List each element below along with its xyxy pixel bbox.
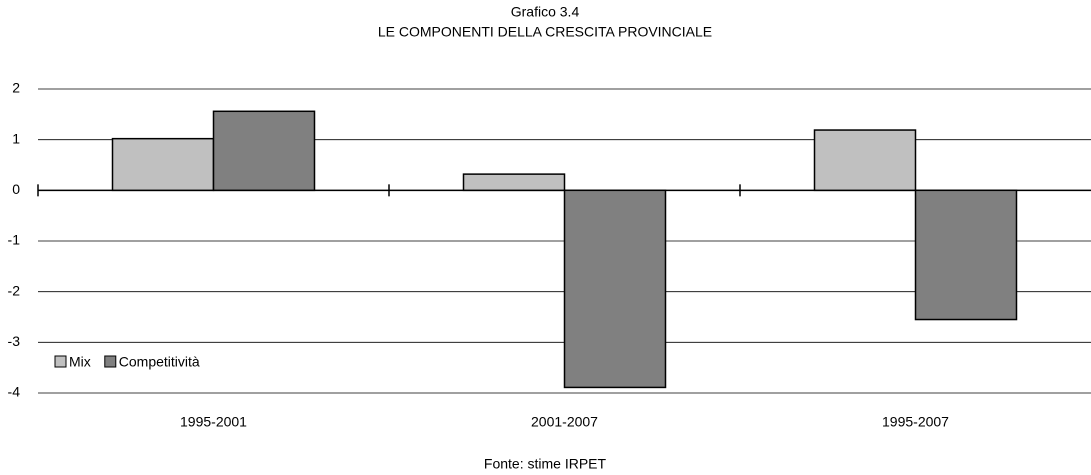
legend-label: Mix [69,354,91,370]
bar [563,189,667,389]
bar [813,129,917,192]
x-tick-label: 1995-2001 [180,414,247,430]
y-tick-label: 1 [12,130,20,146]
y-tick-label: 2 [12,80,20,96]
source-note: Fonte: stime IRPET [484,456,607,472]
chart-subtitle: LE COMPONENTI DELLA CRESCITA PROVINCIALE [378,24,712,40]
bar [111,137,215,192]
y-tick-label: -3 [8,333,21,349]
legend-swatch [104,355,117,368]
x-tick-label: 1995-2007 [882,414,949,430]
y-tick-label: 0 [12,181,20,197]
x-tick-label: 2001-2007 [531,414,598,430]
bar [212,110,316,192]
legend-swatch [54,355,67,368]
y-tick-label: -2 [8,282,21,298]
bar [914,189,1018,321]
y-tick-label: -4 [8,384,21,400]
chart-title: Grafico 3.4 [511,4,580,20]
bar [462,173,566,192]
y-tick-label: -1 [8,232,21,248]
legend-label: Competitività [119,354,200,370]
